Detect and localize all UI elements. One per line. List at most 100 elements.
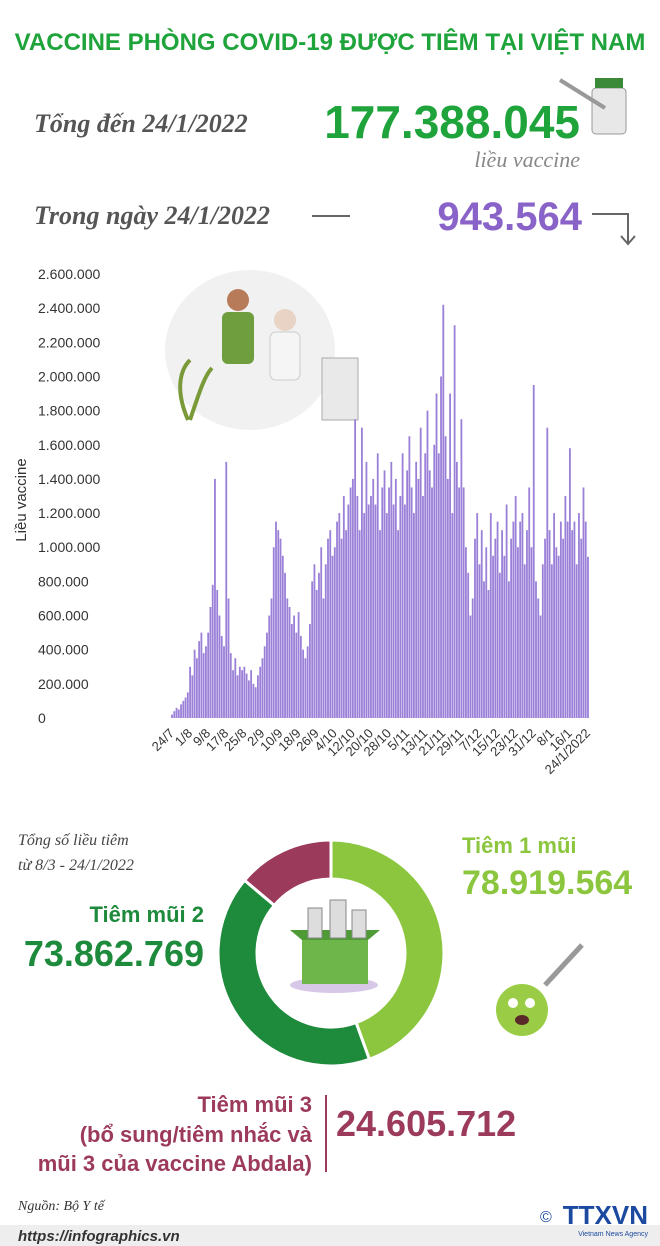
bar [351, 478, 354, 718]
bar [220, 636, 223, 718]
bar [564, 496, 567, 718]
bar [462, 487, 465, 718]
bar [451, 513, 454, 718]
bar [575, 564, 578, 718]
bar [295, 632, 298, 718]
bar [234, 658, 237, 718]
bar [354, 419, 357, 718]
bar [460, 419, 463, 718]
bar [171, 714, 173, 718]
bar [523, 564, 526, 718]
bar [236, 675, 239, 718]
bar [539, 615, 542, 718]
bar [487, 589, 490, 718]
bar [356, 496, 359, 718]
bar [347, 504, 350, 718]
bar [469, 615, 472, 718]
bar [512, 521, 515, 718]
y-tick-label: 1.400.000 [38, 471, 100, 487]
bar [327, 538, 329, 718]
bar [277, 530, 280, 718]
bar [562, 538, 565, 718]
bar [374, 504, 377, 718]
y-tick-label: 2.200.000 [38, 334, 100, 350]
bar [587, 556, 589, 718]
bar [216, 589, 219, 718]
bar [254, 687, 257, 718]
bar [544, 538, 546, 718]
bar [363, 513, 366, 718]
y-tick-label: 2.400.000 [38, 300, 100, 316]
bar [284, 572, 286, 718]
bar [381, 487, 384, 718]
bar [288, 607, 291, 718]
bar [302, 649, 305, 718]
bar [437, 453, 440, 718]
legend-label: Tiêm mũi 3 [197, 1092, 312, 1117]
bar [483, 581, 485, 718]
bar [403, 504, 406, 718]
bar [510, 538, 513, 718]
bar [379, 530, 381, 718]
bar [385, 513, 388, 718]
bar [175, 707, 178, 718]
y-tick-label: 0 [38, 710, 46, 726]
bar [394, 478, 397, 718]
title: VACCINE PHÒNG COVID-19 ĐƯỢC TIÊM TẠI VIỆ… [15, 28, 646, 56]
donut-segment [216, 878, 372, 1068]
bar [329, 530, 332, 718]
vaccine-icon [558, 78, 627, 135]
pie-subtitle: Tổng số liều tiêm [18, 832, 129, 849]
bar [358, 530, 361, 718]
bar [198, 641, 201, 718]
bar [492, 555, 494, 718]
bar [480, 530, 483, 718]
bar [399, 496, 402, 718]
bar [370, 496, 372, 718]
bar [318, 572, 320, 718]
footer-bar [0, 1225, 660, 1246]
bar [286, 598, 289, 718]
bar [541, 564, 544, 718]
virus-icon [496, 943, 584, 1036]
bar [535, 581, 537, 718]
bar [268, 615, 271, 718]
bar [245, 673, 248, 718]
bar [238, 666, 241, 718]
bar [191, 675, 194, 718]
bar [173, 711, 176, 718]
bar [546, 427, 549, 718]
bar [252, 683, 255, 718]
bar [392, 504, 395, 718]
bar [333, 547, 336, 718]
bar [345, 530, 347, 718]
bar [440, 376, 442, 718]
bar [397, 530, 399, 718]
bar [361, 427, 363, 718]
bar [505, 504, 508, 718]
bar [309, 624, 311, 718]
bar [530, 547, 533, 718]
y-tick-label: 1.000.000 [38, 539, 100, 555]
bar [410, 487, 413, 718]
bar [519, 521, 522, 718]
bar [417, 478, 420, 718]
source: Nguồn: Bộ Y tế [17, 1199, 106, 1214]
bar [338, 513, 341, 718]
bar [232, 670, 234, 718]
bar [485, 547, 488, 718]
bar [293, 615, 295, 718]
bar [297, 612, 300, 718]
bar [266, 632, 268, 718]
bar [247, 680, 250, 718]
bar [528, 487, 531, 718]
url: https://infographics.vn [18, 1228, 180, 1245]
bar [458, 487, 461, 718]
bar [550, 564, 553, 718]
donut-segment [242, 838, 333, 908]
bar [299, 636, 302, 718]
bar [180, 704, 182, 718]
bar [340, 538, 343, 718]
y-tick-label: 400.000 [38, 642, 89, 658]
bar [218, 615, 221, 718]
